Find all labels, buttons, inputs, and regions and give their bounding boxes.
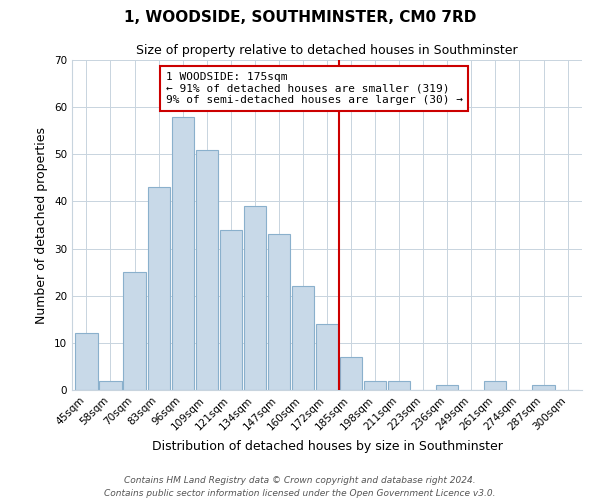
Bar bbox=[340, 357, 362, 390]
Bar bbox=[172, 116, 194, 390]
Bar bbox=[76, 334, 98, 390]
Bar bbox=[196, 150, 218, 390]
Bar bbox=[316, 324, 338, 390]
Text: Contains HM Land Registry data © Crown copyright and database right 2024.
Contai: Contains HM Land Registry data © Crown c… bbox=[104, 476, 496, 498]
Bar bbox=[100, 380, 122, 390]
Bar bbox=[148, 188, 170, 390]
X-axis label: Distribution of detached houses by size in Southminster: Distribution of detached houses by size … bbox=[152, 440, 502, 453]
Bar bbox=[364, 380, 386, 390]
Bar bbox=[244, 206, 266, 390]
Bar bbox=[388, 380, 410, 390]
Bar bbox=[124, 272, 146, 390]
Bar bbox=[484, 380, 506, 390]
Bar bbox=[268, 234, 290, 390]
Y-axis label: Number of detached properties: Number of detached properties bbox=[35, 126, 49, 324]
Text: 1 WOODSIDE: 175sqm
← 91% of detached houses are smaller (319)
9% of semi-detache: 1 WOODSIDE: 175sqm ← 91% of detached hou… bbox=[166, 72, 463, 105]
Bar bbox=[292, 286, 314, 390]
Title: Size of property relative to detached houses in Southminster: Size of property relative to detached ho… bbox=[136, 44, 518, 58]
Bar bbox=[532, 386, 554, 390]
Bar bbox=[220, 230, 242, 390]
Text: 1, WOODSIDE, SOUTHMINSTER, CM0 7RD: 1, WOODSIDE, SOUTHMINSTER, CM0 7RD bbox=[124, 10, 476, 25]
Bar bbox=[436, 386, 458, 390]
